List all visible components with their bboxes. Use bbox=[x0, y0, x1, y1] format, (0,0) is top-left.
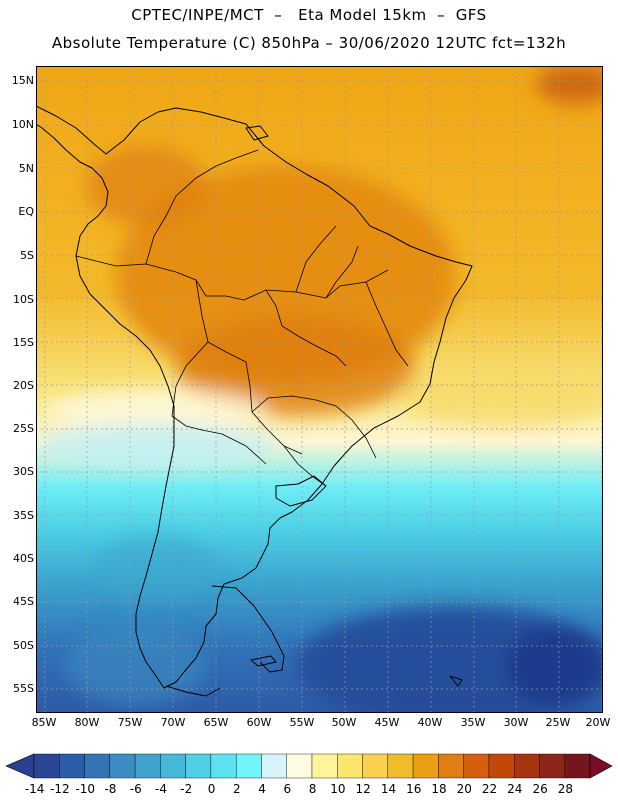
colorbar-label: -12 bbox=[50, 782, 70, 796]
lon-tick-label: 70W bbox=[160, 716, 186, 729]
country-borders bbox=[75, 149, 409, 487]
map-title-line1: CPTEC/INPE/MCT – Eta Model 15km – GFS bbox=[131, 6, 487, 24]
lon-tick-label: 35W bbox=[460, 716, 486, 729]
lat-tick-label: 15S bbox=[13, 336, 34, 349]
colorbar-swatch bbox=[564, 753, 591, 779]
colorbar-label: 0 bbox=[207, 782, 216, 796]
colorbar-label: 12 bbox=[355, 782, 371, 796]
lat-tick-label: 5S bbox=[20, 249, 34, 262]
colorbar-swatch bbox=[109, 753, 136, 779]
colorbar-label: -14 bbox=[24, 782, 45, 796]
map-border bbox=[36, 66, 603, 713]
colorbar-swatch bbox=[311, 753, 338, 779]
lat-tick-label: 50S bbox=[13, 639, 34, 652]
colorbar-label: -8 bbox=[104, 782, 117, 796]
color-scale-bar bbox=[5, 753, 613, 779]
colorbar-label: 24 bbox=[507, 782, 523, 796]
lon-tick-label: 75W bbox=[117, 716, 143, 729]
lat-tick-label: 5N bbox=[18, 162, 34, 175]
lat-tick-label: 25S bbox=[13, 422, 34, 435]
colorbar-label: -4 bbox=[155, 782, 167, 796]
colorbar-swatch bbox=[185, 753, 212, 779]
colorbar-label: 16 bbox=[406, 782, 422, 796]
colorbar-swatch bbox=[210, 753, 237, 779]
colorbar-label: 6 bbox=[283, 782, 292, 796]
lon-tick-label: 30W bbox=[503, 716, 529, 729]
lon-tick-label: 80W bbox=[74, 716, 100, 729]
colorbar-swatch bbox=[539, 753, 565, 779]
colorbar-label: -10 bbox=[75, 782, 95, 796]
lat-tick-label: 40S bbox=[13, 552, 34, 565]
colorbar-label: 8 bbox=[308, 782, 317, 796]
map-title-line2: Absolute Temperature (C) 850hPa – 30/06/… bbox=[51, 34, 567, 52]
colorbar-swatch bbox=[134, 753, 161, 779]
colorbar-swatch bbox=[33, 753, 60, 779]
lon-tick-label: 40W bbox=[417, 716, 443, 729]
temperature-field bbox=[36, 66, 603, 713]
colorbar-swatch bbox=[463, 753, 490, 779]
colorbar-label: -6 bbox=[129, 782, 142, 796]
lon-tick-label: 85W bbox=[31, 716, 57, 729]
colorbar-label: 18 bbox=[431, 782, 447, 796]
colorbar-label: 20 bbox=[456, 782, 472, 796]
colorbar-swatch bbox=[513, 753, 540, 779]
colorbar-label: -2 bbox=[180, 782, 193, 796]
colorbar-label: 14 bbox=[380, 782, 397, 796]
lon-tick-label: 45W bbox=[374, 716, 400, 729]
colorbar-swatch bbox=[387, 753, 414, 779]
colorbar-under-arrow bbox=[5, 753, 35, 779]
lon-tick-label: 50W bbox=[331, 716, 357, 729]
lat-tick-label: 20S bbox=[13, 379, 34, 392]
colorbar-label: 26 bbox=[532, 782, 548, 796]
colorbar-label: 2 bbox=[232, 782, 241, 796]
colorbar-swatch bbox=[412, 753, 439, 779]
lat-tick-label: 30S bbox=[13, 465, 34, 478]
colorbar-label: 22 bbox=[481, 782, 498, 796]
lat-tick-label: 10S bbox=[13, 293, 34, 306]
lon-tick-label: 60W bbox=[246, 716, 272, 729]
colorbar-over-arrow bbox=[589, 753, 613, 779]
colorbar-swatch bbox=[286, 753, 313, 779]
colorbar-swatch bbox=[59, 753, 85, 779]
lon-tick-label: 25W bbox=[545, 716, 571, 729]
colorbar-swatch bbox=[261, 753, 287, 779]
colorbar-label: 28 bbox=[557, 782, 573, 796]
lat-tick-label: 15N bbox=[11, 74, 34, 87]
lat-tick-label: EQ bbox=[18, 205, 34, 218]
colorbar-label: 4 bbox=[258, 782, 266, 796]
colorbar-swatch bbox=[235, 753, 262, 779]
colorbar-swatch bbox=[84, 753, 111, 779]
lon-tick-label: 55W bbox=[289, 716, 315, 729]
temperature-map bbox=[36, 66, 603, 713]
lat-tick-label: 55S bbox=[13, 682, 34, 695]
lat-tick-label: 10N bbox=[11, 118, 34, 131]
colorbar-swatch bbox=[160, 753, 186, 779]
colorbar-swatch bbox=[337, 753, 363, 779]
colorbar-swatch bbox=[488, 753, 515, 779]
colorbar-label: 10 bbox=[330, 782, 346, 796]
lat-tick-label: 45S bbox=[13, 595, 34, 608]
coastlines bbox=[36, 105, 473, 697]
colorbar-swatch bbox=[438, 753, 464, 779]
lon-tick-label: 20W bbox=[585, 716, 611, 729]
lat-tick-label: 35S bbox=[13, 509, 34, 522]
colorbar-swatch bbox=[362, 753, 389, 779]
lon-tick-label: 65W bbox=[203, 716, 229, 729]
